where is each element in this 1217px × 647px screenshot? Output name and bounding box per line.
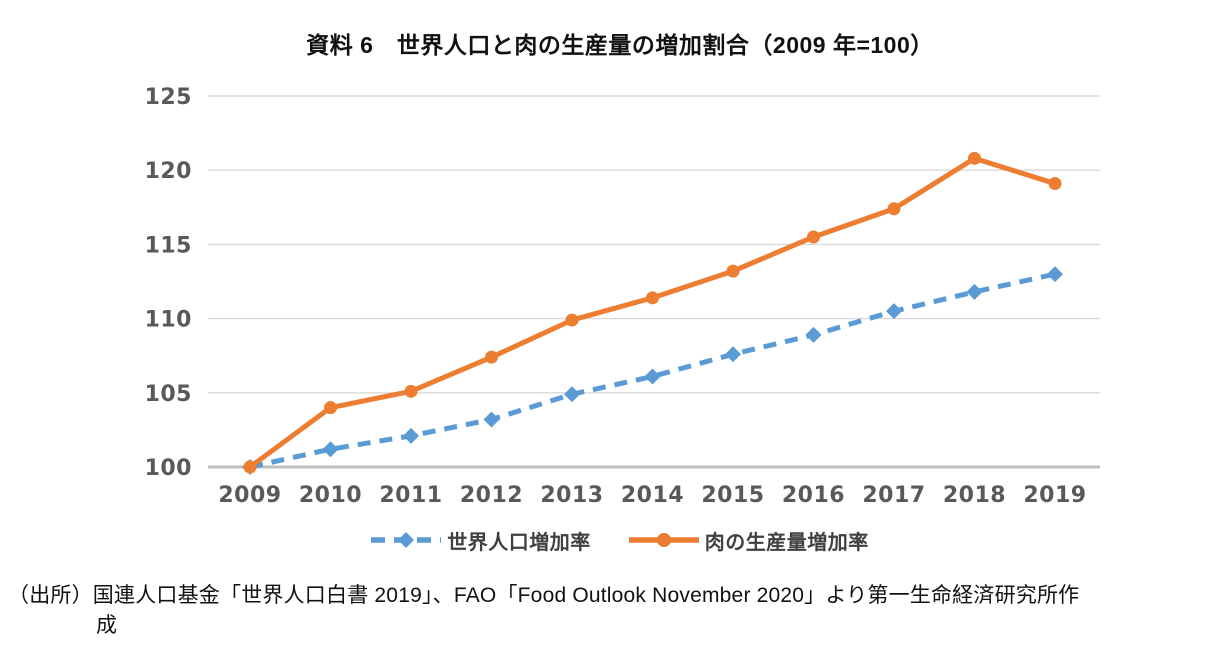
x-axis-tick-label: 2018 [943, 483, 1006, 508]
legend-item: 肉の生産量増加率 [628, 526, 869, 555]
source-note-line2: 成 [96, 614, 118, 637]
data-point-marker [485, 350, 498, 364]
data-point-marker [404, 384, 418, 398]
y-axis-tick-label: 115 [145, 233, 192, 258]
data-point-marker [726, 264, 740, 278]
y-axis-tick-label: 100 [145, 456, 192, 481]
x-axis-tick-label: 2016 [782, 483, 845, 508]
x-axis-tick-label: 2019 [1023, 483, 1086, 508]
y-axis-tick-label: 125 [145, 85, 192, 110]
data-point-marker [968, 151, 981, 165]
source-note: （出所）国連人口基金「世界人口白書 2019」、FAO「Food Outlook… [8, 581, 1208, 641]
data-point-marker [483, 411, 500, 428]
data-point-marker [243, 460, 257, 474]
series-line-population [249, 271, 1056, 470]
source-note-line1: （出所）国連人口基金「世界人口白書 2019」、FAO「Food Outlook… [8, 584, 1080, 607]
data-point-marker [966, 283, 983, 300]
data-point-marker [322, 441, 339, 458]
series-line-meat [248, 155, 1056, 470]
x-axis-tick-label: 2015 [701, 483, 764, 508]
data-point-marker [807, 230, 820, 244]
data-point-marker [324, 401, 337, 415]
data-point-marker [646, 291, 659, 305]
x-axis-tick-label: 2014 [621, 483, 684, 508]
chart-legend: 世界人口増加率 肉の生産量増加率 [0, 523, 1217, 557]
legend-label: 世界人口増加率 [447, 531, 591, 554]
y-axis-tick-label: 105 [145, 382, 192, 407]
chart-title: 資料 6 世界人口と肉の生産量の増加割合（2009 年=100） [306, 32, 934, 58]
data-point-marker [565, 313, 579, 327]
data-point-marker [805, 326, 822, 343]
legend-label: 肉の生産量増加率 [704, 531, 869, 554]
x-axis-tick-label: 2011 [379, 483, 442, 508]
data-point-marker [1048, 177, 1062, 191]
data-point-marker [886, 303, 902, 320]
line-chart: 100 105 110 115 120 125 2009 2010 2011 2012 2013 20… [145, 85, 1100, 508]
y-axis-tick-label: 110 [145, 308, 192, 333]
x-axis-tick-label: 2010 [299, 483, 362, 508]
data-point-marker [1047, 266, 1063, 283]
data-point-marker [887, 202, 901, 216]
data-point-marker [644, 368, 661, 385]
data-point-marker [725, 346, 741, 363]
legend-solid-circle-sample-icon [628, 533, 699, 547]
x-axis-tick-label: 2012 [460, 483, 523, 508]
y-axis-tick-label: 120 [145, 159, 192, 184]
x-axis-tick-label: 2009 [218, 483, 281, 508]
legend-item: 世界人口増加率 [371, 526, 591, 555]
x-axis-tick-label: 2013 [540, 483, 603, 508]
data-point-marker [403, 427, 419, 444]
data-point-marker [564, 386, 580, 403]
x-axis-tick-label: 2017 [862, 483, 925, 508]
legend-dashed-diamond-sample-icon [371, 532, 442, 548]
